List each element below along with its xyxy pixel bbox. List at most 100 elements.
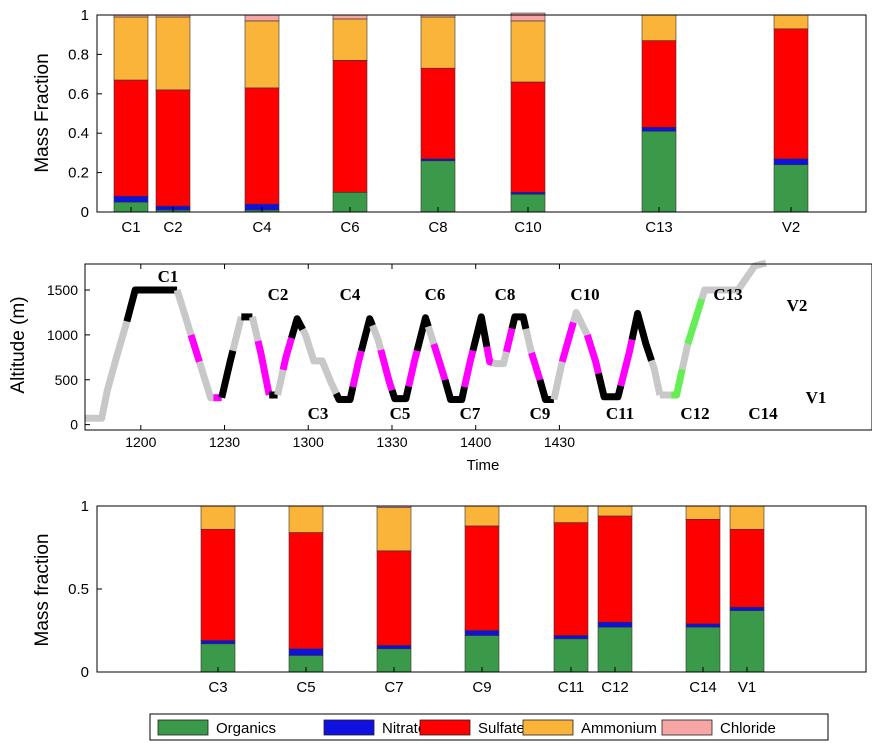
bar-C12-ammonium [597, 505, 633, 517]
leg-label-V2: V2 [787, 296, 808, 315]
bar-C8-organics [420, 160, 456, 213]
x-tick-label-C4: C4 [252, 219, 271, 236]
leg-label-C5: C5 [390, 404, 411, 423]
y-tick-label: 500 [55, 372, 79, 388]
top-composition-chart: Mass Fraction C1 C2 C4 C6 C8 C10 C13 V2 0 0.2 0.4 0… [32, 7, 867, 236]
flight-track-segment [424, 325, 438, 346]
bar-C14-sulfate [685, 518, 721, 625]
x-tick-label-C3: C3 [208, 679, 227, 696]
flight-track-segment [461, 349, 477, 388]
flight-track-segment [550, 361, 566, 401]
flight-track-segment [85, 320, 131, 422]
flight-track-segment [196, 360, 215, 402]
flight-track-segment [698, 259, 767, 301]
bar-C4-ammonium [244, 20, 280, 89]
bar-C3-sulfate [200, 528, 236, 641]
flight-track-segment [413, 314, 432, 352]
bar-C9-organics [464, 635, 500, 673]
bar-C8-ammonium [420, 16, 456, 69]
legend-swatch-sulfate [419, 719, 471, 736]
flight-track-segment [377, 349, 396, 392]
bar-V1-sulfate [729, 528, 765, 608]
flight-track-segment [187, 333, 203, 363]
legend-box [149, 713, 829, 741]
y-tick-label: 0.4 [68, 125, 89, 142]
x-tick-label-C10: C10 [514, 219, 542, 236]
top-plot-frame [96, 14, 867, 213]
flight-track-segment [508, 313, 530, 330]
flight-track-segment [218, 349, 237, 399]
bar-C9-ammonium [464, 505, 500, 527]
flight-track-segment [617, 338, 636, 387]
y-tick-label: 0.5 [68, 581, 89, 598]
y-tick-label: 0 [81, 204, 89, 221]
y-tick-label: 0.6 [68, 86, 89, 103]
x-tick-label-C6: C6 [340, 219, 359, 236]
flight-track-segment [522, 328, 535, 354]
bar-C1-ammonium [113, 16, 149, 81]
flight-track-segment [288, 315, 306, 339]
bar-V2-nitrate [773, 158, 809, 166]
flight-track-segment [570, 309, 591, 337]
flight-track-segment [349, 350, 365, 388]
x-tick-label: 1330 [376, 434, 407, 450]
mid-y-axis-label: Altitude (m) [8, 296, 29, 393]
flight-track-segment [299, 327, 340, 395]
flight-track-segment [388, 385, 413, 403]
altitude-time-chart: Altitude (m) Time 1200 1230 1300 1330 1400 14… [8, 259, 872, 474]
flight-track-segment [678, 343, 692, 371]
legend-label-ammonium: Ammonium [581, 720, 657, 737]
bar-C13-nitrate [641, 126, 677, 132]
y-tick-label: 1500 [47, 282, 78, 298]
flight-track-segment [648, 359, 664, 396]
leg-label-C12: C12 [680, 404, 709, 423]
legend-swatch-organics [157, 719, 209, 736]
legend-label-organics: Organics [216, 720, 276, 737]
leg-label-C10: C10 [570, 285, 599, 304]
legend-label-nitrate: Nitrate [382, 720, 426, 737]
leg-label-C11: C11 [606, 404, 634, 423]
leg-label-C7: C7 [460, 404, 481, 423]
bar-C12-sulfate [597, 515, 633, 623]
bar-C13-sulfate [641, 40, 677, 128]
x-tick-label-C2: C2 [163, 219, 182, 236]
bar-C13-organics [641, 130, 677, 213]
flight-track-segment [628, 309, 655, 362]
bar-C8-sulfate [420, 67, 456, 160]
bar-C11-sulfate [553, 522, 589, 636]
bar-C6-ammonium [332, 18, 368, 61]
bar-C11-nitrate [553, 635, 589, 640]
bar-C3-ammonium [200, 505, 236, 530]
flight-track-segment [684, 297, 706, 345]
leg-label-C6: C6 [425, 285, 446, 304]
bar-V2-organics [773, 164, 809, 213]
x-tick-label: 1430 [544, 434, 575, 450]
flight-track-segment [558, 321, 577, 363]
y-tick-label: 1 [81, 498, 89, 515]
flight-track-segment [469, 313, 491, 352]
y-tick-label: 1000 [47, 327, 78, 343]
bar-C4-chloride [244, 14, 280, 22]
bar-C5-sulfate [288, 532, 324, 650]
x-tick-label-C5: C5 [296, 679, 315, 696]
flight-track-segment [357, 315, 376, 352]
legend: Organics Nitrate Sulfate Ammonium Chloride [149, 713, 829, 741]
y-tick-label: 0.2 [68, 165, 89, 182]
bar-C5-ammonium [288, 505, 324, 533]
x-tick-label-C12: C12 [601, 679, 629, 696]
flight-track-segment [583, 333, 602, 375]
flight-track-segment [173, 288, 195, 336]
leg-label-C4: C4 [340, 285, 361, 304]
leg-label-C13: C13 [713, 285, 742, 304]
x-tick-label-C13: C13 [645, 219, 673, 236]
leg-label-C3: C3 [308, 404, 329, 423]
x-tick-label-C1: C1 [121, 219, 140, 236]
bar-C7-ammonium [376, 507, 412, 552]
flight-track-segment [369, 324, 385, 351]
leg-label-C2: C2 [268, 285, 289, 304]
flight-track-segment [491, 351, 510, 368]
flight-track-segment [595, 372, 625, 401]
x-tick-label-C9: C9 [472, 679, 491, 696]
flight-track-segment [502, 327, 516, 353]
